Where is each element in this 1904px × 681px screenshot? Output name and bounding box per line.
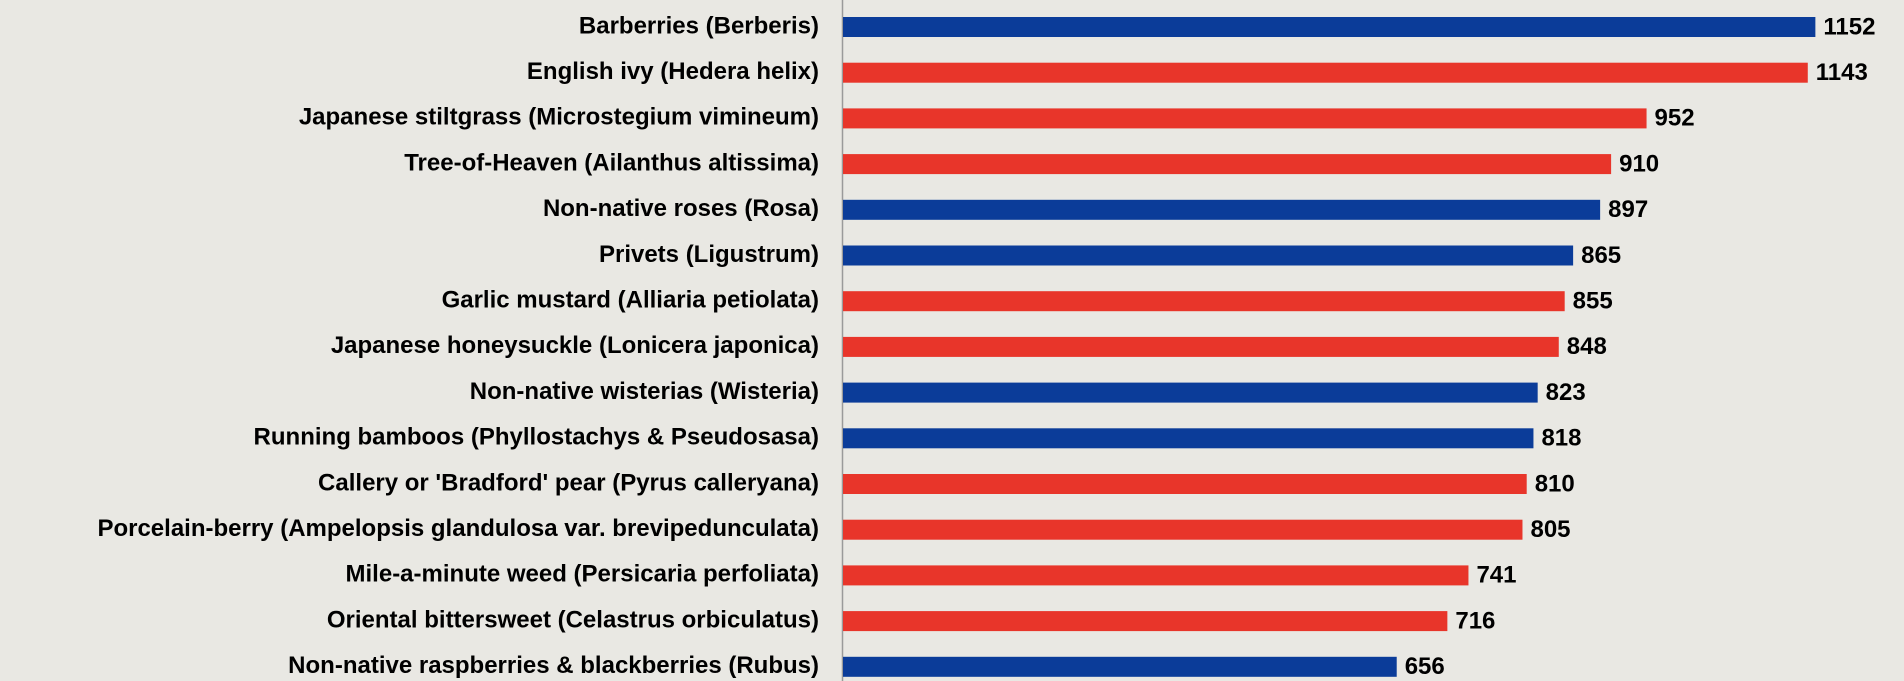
bar xyxy=(843,62,1808,83)
category-label: Porcelain-berry (Ampelopsis glandulosa v… xyxy=(97,515,819,542)
value-label: 1152 xyxy=(1823,13,1875,40)
bar xyxy=(843,565,1469,586)
category-label: Japanese honeysuckle (Lonicera japonica) xyxy=(331,332,819,359)
bar xyxy=(843,108,1647,129)
category-label: Non-native wisterias (Wisteria) xyxy=(470,378,819,405)
value-label: 810 xyxy=(1535,470,1575,497)
category-label: Garlic mustard (Alliaria petiolata) xyxy=(442,287,819,314)
category-label: English ivy (Hedera helix) xyxy=(527,58,819,85)
value-label: 952 xyxy=(1655,105,1695,132)
value-label: 805 xyxy=(1530,516,1570,543)
category-label: Privets (Ligustrum) xyxy=(599,241,819,268)
bar xyxy=(843,291,1565,312)
value-label: 1143 xyxy=(1816,59,1868,86)
value-label: 865 xyxy=(1581,242,1621,269)
value-label: 823 xyxy=(1546,379,1586,406)
category-label: Tree-of-Heaven (Ailanthus altissima) xyxy=(404,149,819,176)
category-label: Japanese stiltgrass (Microstegium vimine… xyxy=(299,104,819,131)
value-label: 716 xyxy=(1455,607,1495,634)
bar xyxy=(843,199,1601,220)
value-label: 741 xyxy=(1476,562,1516,589)
value-label: 656 xyxy=(1405,653,1445,680)
value-label: 818 xyxy=(1541,425,1581,452)
value-label: 897 xyxy=(1608,196,1648,223)
bar xyxy=(843,17,1816,37)
bar xyxy=(843,656,1397,677)
bar xyxy=(843,611,1448,632)
category-label: Barberries (Berberis) xyxy=(579,12,819,39)
value-label: 855 xyxy=(1573,288,1613,315)
bar xyxy=(843,382,1538,403)
bar xyxy=(843,245,1574,266)
bar xyxy=(843,519,1523,540)
category-label: Oriental bittersweet (Celastrus orbicula… xyxy=(327,606,819,633)
bar xyxy=(843,474,1527,494)
category-label: Non-native raspberries & blackberries (R… xyxy=(288,652,819,679)
category-label: Callery or 'Bradford' pear (Pyrus caller… xyxy=(318,469,819,496)
category-label: Running bamboos (Phyllostachys & Pseudos… xyxy=(254,424,819,451)
value-label: 910 xyxy=(1619,150,1659,177)
bar xyxy=(843,336,1559,357)
value-label: 848 xyxy=(1567,333,1607,360)
bar xyxy=(843,154,1612,175)
category-label: Mile-a-minute weed (Persicaria perfoliat… xyxy=(346,561,819,588)
bar xyxy=(843,428,1534,449)
category-label: Non-native roses (Rosa) xyxy=(543,195,819,222)
